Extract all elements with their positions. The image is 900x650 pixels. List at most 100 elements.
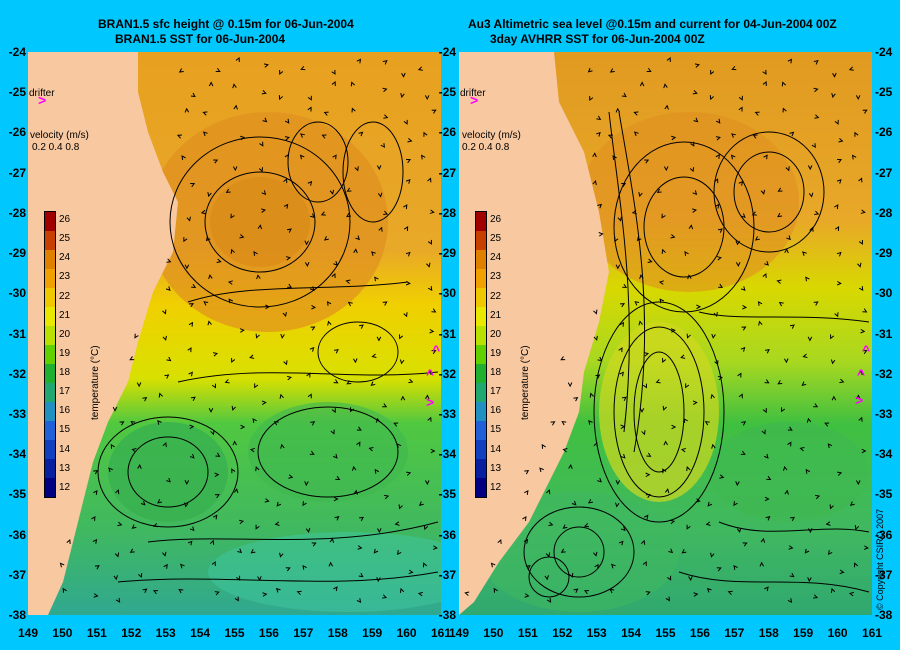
colorbar-swatch bbox=[476, 440, 486, 459]
velocity-arrow bbox=[618, 540, 624, 546]
velocity-arrow bbox=[261, 90, 267, 95]
velocity-arrow bbox=[738, 95, 743, 101]
velocity-arrow bbox=[356, 58, 362, 64]
velocity-arrow bbox=[827, 550, 833, 556]
colorbar-swatch bbox=[476, 459, 486, 478]
velocity-arrow bbox=[863, 545, 869, 550]
velocity-arrow bbox=[129, 548, 135, 553]
velocity-arrow bbox=[633, 131, 639, 137]
velocity-arrow bbox=[522, 515, 527, 521]
longitude-label: 155 bbox=[224, 626, 245, 640]
velocity-arrow bbox=[681, 548, 687, 554]
colorbar-tick: 20 bbox=[490, 328, 502, 340]
colorbar-swatch bbox=[45, 269, 55, 288]
velocity-arrow bbox=[597, 203, 603, 209]
velocity-arrow bbox=[309, 346, 315, 352]
velocity-arrow bbox=[212, 352, 219, 357]
velocity-arrow bbox=[735, 481, 740, 487]
velocity-arrow bbox=[662, 357, 667, 363]
velocity-arrow bbox=[209, 539, 215, 545]
colorbar-swatch bbox=[45, 402, 55, 421]
right-colorbar bbox=[475, 211, 487, 498]
colorbar-swatch bbox=[476, 478, 486, 497]
velocity-arrow bbox=[839, 569, 845, 575]
velocity-arrow bbox=[687, 274, 692, 280]
velocity-arrow bbox=[424, 394, 430, 400]
velocity-arrow bbox=[592, 180, 597, 186]
velocity-arrow bbox=[719, 474, 725, 479]
velocity-arrow bbox=[855, 480, 861, 486]
velocity-arrow bbox=[640, 539, 646, 545]
colorbar-tick: 21 bbox=[490, 309, 502, 321]
velocity-arrow bbox=[427, 177, 432, 183]
velocity-arrow bbox=[861, 448, 867, 454]
velocity-arrow bbox=[375, 417, 381, 423]
velocity-arrow bbox=[615, 107, 621, 113]
velocity-arrow bbox=[427, 286, 433, 292]
latitude-label-right: -33 bbox=[875, 406, 893, 421]
colorbar-swatch bbox=[476, 307, 486, 326]
velocity-arrow bbox=[802, 251, 807, 257]
velocity-arrow bbox=[782, 465, 788, 471]
velocity-arrow bbox=[858, 177, 863, 183]
latitude-label-right: -31 bbox=[875, 326, 893, 341]
latitude-label-right: -29 bbox=[875, 246, 893, 261]
velocity-arrow bbox=[239, 234, 245, 239]
colorbar-tick: 15 bbox=[490, 424, 502, 436]
velocity-arrow bbox=[426, 262, 431, 268]
velocity-arrow bbox=[255, 466, 260, 472]
velocity-arrow bbox=[283, 178, 288, 184]
velocity-arrow bbox=[329, 189, 335, 195]
latitude-label-right: -36 bbox=[875, 527, 893, 542]
velocity-arrow bbox=[110, 443, 115, 449]
velocity-arrow bbox=[589, 392, 594, 398]
velocity-arrow bbox=[524, 490, 529, 495]
velocity-arrow bbox=[692, 190, 698, 196]
velocity-arrow bbox=[59, 562, 65, 568]
velocity-arrow bbox=[825, 521, 831, 526]
longitude-label: 154 bbox=[621, 626, 642, 640]
velocity-arrow bbox=[405, 251, 411, 257]
velocity-arrow bbox=[829, 504, 834, 510]
velocity-arrow bbox=[735, 262, 741, 267]
velocity-arrow bbox=[283, 203, 289, 209]
colorbar-tick: 25 bbox=[59, 233, 71, 245]
velocity-arrow bbox=[240, 135, 246, 141]
velocity-arrow bbox=[280, 333, 285, 339]
latitude-label: -38 bbox=[438, 608, 456, 622]
velocity-arrow bbox=[710, 69, 715, 75]
velocity-arrow bbox=[307, 180, 313, 186]
velocity-arrow bbox=[837, 471, 843, 476]
velocity-arrow bbox=[711, 333, 716, 339]
velocity-arrow bbox=[250, 548, 256, 554]
colorbar-swatch bbox=[45, 364, 55, 383]
velocity-arrow bbox=[617, 216, 622, 222]
velocity-arrow bbox=[311, 304, 317, 310]
velocity-arrow bbox=[609, 68, 615, 73]
velocity-arrow bbox=[307, 393, 312, 399]
latitude-label-right: -25 bbox=[875, 85, 893, 100]
velocity-arrow bbox=[284, 153, 289, 159]
colorbar-tick: 14 bbox=[59, 443, 71, 455]
velocity-arrow bbox=[716, 256, 722, 261]
velocity-arrow bbox=[346, 380, 352, 385]
velocity-arrow bbox=[183, 237, 188, 243]
velocity-arrow bbox=[656, 188, 662, 194]
colorbar-swatch bbox=[45, 421, 55, 440]
velocity-arrow bbox=[374, 468, 380, 474]
velocity-arrow bbox=[855, 95, 861, 101]
velocity-arrow bbox=[692, 90, 698, 95]
velocity-arrow bbox=[283, 360, 288, 366]
velocity-arrow bbox=[680, 354, 686, 359]
velocity-arrow bbox=[757, 300, 763, 306]
velocity-arrow bbox=[347, 301, 353, 307]
colorbar-swatch bbox=[476, 269, 486, 288]
velocity-arrow bbox=[190, 92, 196, 98]
velocity-arrow bbox=[257, 224, 263, 230]
velocity-arrow bbox=[262, 117, 268, 123]
velocity-arrow bbox=[464, 591, 470, 596]
colorbar-swatch bbox=[476, 402, 486, 421]
velocity-arrow bbox=[539, 467, 544, 473]
velocity-arrow bbox=[163, 563, 168, 569]
velocity-arrow bbox=[787, 598, 793, 604]
